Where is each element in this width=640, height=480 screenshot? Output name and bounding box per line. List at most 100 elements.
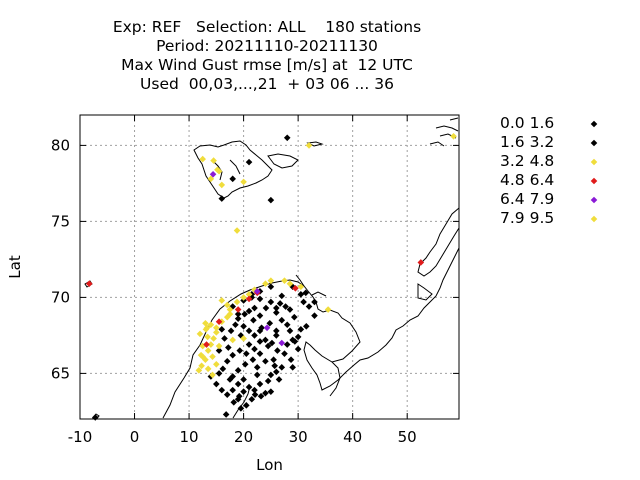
data-point-series-0	[226, 376, 234, 383]
legend-label: 0.0 1.6	[500, 114, 555, 132]
data-point-series-0	[234, 315, 242, 322]
data-point-series-0	[311, 298, 318, 306]
axes: -10 0 10 20 30 40 50 65 70 75 80 Lon Lat	[6, 114, 460, 474]
data-point-series-0	[229, 386, 236, 394]
x-tick-label: 30	[289, 428, 308, 446]
data-point-series-2	[450, 132, 457, 140]
x-tick-label: 10	[180, 428, 199, 446]
data-point-series-0	[245, 158, 253, 166]
data-point-series-0	[267, 388, 275, 395]
data-point-series-2	[233, 227, 241, 234]
data-point-series-0	[305, 303, 313, 310]
data-point-series-2	[281, 277, 288, 284]
data-point-series-0	[249, 356, 257, 364]
legend-label: 7.9 9.5	[500, 209, 555, 227]
x-tick-label: 40	[343, 428, 362, 446]
y-axis-label: Lat	[6, 255, 24, 279]
x-axis-label: Lon	[256, 456, 283, 474]
data-point-series-2	[207, 175, 215, 183]
data-point-series-2	[297, 283, 305, 291]
data-point-series-0	[274, 347, 281, 354]
data-point-series-0	[267, 298, 275, 306]
coastline-novaya-zemlya	[417, 207, 460, 277]
data-point-series-0	[271, 362, 278, 370]
data-point-series-0	[229, 303, 236, 310]
scatter-points	[85, 132, 457, 421]
y-tick-label: 70	[51, 288, 70, 306]
data-point-series-0	[221, 335, 228, 342]
data-point-series-0	[229, 351, 236, 359]
data-point-series-0	[218, 386, 226, 394]
data-point-series-0	[278, 316, 286, 324]
data-point-series-2	[199, 155, 206, 163]
x-tick-label: 0	[130, 428, 140, 446]
data-point-series-0	[294, 345, 302, 353]
data-point-series-3	[245, 295, 253, 303]
data-point-series-0	[240, 388, 247, 395]
data-point-series-4	[209, 170, 217, 178]
data-point-series-2	[210, 335, 217, 342]
data-point-series-0	[278, 292, 286, 300]
data-point-series-0	[273, 327, 280, 335]
data-point-series-0	[303, 322, 310, 330]
data-point-series-0	[264, 342, 272, 350]
data-point-series-4	[253, 288, 261, 295]
data-point-series-0	[297, 326, 305, 333]
data-point-series-0	[234, 395, 242, 403]
data-point-series-3	[417, 259, 425, 266]
data-point-series-0	[256, 312, 264, 319]
data-point-series-0	[267, 283, 275, 291]
data-point-series-0	[262, 357, 269, 365]
coastline-kola-islands	[295, 274, 327, 297]
data-point-series-0	[294, 333, 302, 341]
data-point-series-0	[237, 332, 245, 339]
y-tick-label: 75	[51, 212, 70, 230]
data-point-series-0	[258, 324, 265, 332]
chart-title-line-3: Max Wind Gust rmse [m/s] at 12 UTC	[121, 56, 413, 74]
data-point-series-0	[266, 319, 274, 327]
data-point-series-2	[202, 326, 210, 333]
data-point-series-0	[251, 386, 258, 394]
chart-title-line-4: Used 00,03,...,21 + 03 06 ... 36	[140, 75, 394, 93]
y-tick-label: 65	[51, 364, 70, 382]
data-point-series-2	[213, 360, 220, 368]
data-point-series-0	[253, 371, 261, 379]
data-point-series-0	[234, 380, 242, 388]
data-point-series-0	[225, 344, 232, 351]
data-point-series-3	[234, 306, 242, 313]
data-point-series-0	[297, 291, 305, 298]
data-point-series-0	[256, 338, 264, 345]
legend-marker-5	[590, 215, 598, 223]
data-point-series-0	[283, 321, 291, 329]
legend-label: 6.4 7.9	[500, 190, 555, 208]
data-point-series-0	[282, 303, 289, 310]
data-point-series-0	[291, 338, 299, 345]
coastline-map	[84, 117, 460, 420]
data-point-series-0	[251, 332, 258, 339]
data-point-series-2	[209, 353, 216, 360]
data-point-series-0	[256, 380, 264, 388]
plot-frame	[79, 114, 460, 420]
data-point-series-0	[286, 306, 294, 313]
data-point-series-0	[240, 322, 247, 330]
data-point-series-0	[275, 376, 283, 383]
data-point-series-0	[227, 327, 235, 335]
legend-marker-2	[590, 158, 598, 166]
data-point-series-2	[209, 371, 216, 379]
data-point-series-0	[281, 350, 288, 357]
chart-title-line-2: Period: 20211110-20211130	[156, 37, 378, 55]
legend-marker-1	[590, 139, 598, 147]
legend-marker-4	[590, 196, 598, 204]
coastline-svalbard	[193, 140, 273, 199]
data-point-series-2	[213, 329, 220, 336]
coastline-white-sea	[329, 361, 341, 397]
x-tick-label: 20	[234, 428, 253, 446]
data-point-series-2	[195, 367, 203, 374]
data-point-series-0	[283, 134, 291, 142]
data-point-series-2	[204, 365, 212, 373]
data-point-series-0	[262, 389, 269, 397]
data-point-series-0	[213, 380, 220, 388]
data-point-series-0	[245, 383, 253, 391]
data-point-series-0	[256, 350, 264, 357]
data-point-series-2	[226, 310, 234, 318]
